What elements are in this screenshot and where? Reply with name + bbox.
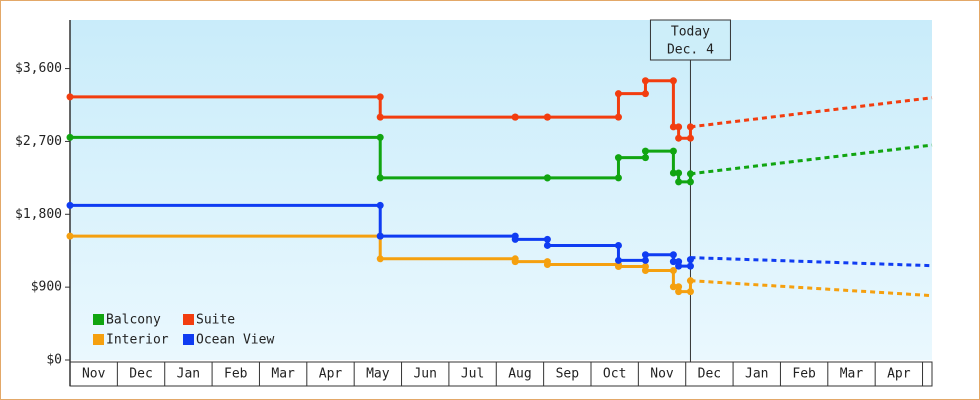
point xyxy=(376,133,384,141)
point xyxy=(669,147,677,155)
point xyxy=(376,93,384,101)
x-tick-label: Nov xyxy=(650,367,674,382)
forecast-line xyxy=(690,143,933,176)
forecast-line xyxy=(690,279,933,298)
point xyxy=(686,134,694,142)
point xyxy=(641,77,649,85)
point xyxy=(686,262,694,270)
today-label: Today xyxy=(671,25,710,40)
point xyxy=(686,123,694,131)
point xyxy=(376,113,384,121)
point xyxy=(66,232,74,240)
x-tick-label: Sep xyxy=(556,367,580,382)
point xyxy=(675,123,683,131)
point xyxy=(686,178,694,186)
point xyxy=(669,251,677,259)
forecast-line xyxy=(690,256,933,268)
point xyxy=(675,178,683,186)
point xyxy=(686,170,694,178)
legend-swatch xyxy=(93,314,104,325)
point xyxy=(669,267,677,275)
x-tick-label: Feb xyxy=(792,367,816,382)
x-tick-label: Apr xyxy=(887,367,911,382)
y-tick-label: $1,800 xyxy=(15,207,62,222)
legend-label: Ocean View xyxy=(196,333,274,348)
point xyxy=(686,288,694,296)
point xyxy=(614,113,622,121)
point xyxy=(614,154,622,162)
x-tick-label: Feb xyxy=(224,367,248,382)
y-tick-label: $3,600 xyxy=(15,61,62,76)
point xyxy=(669,258,677,266)
point xyxy=(511,232,519,240)
legend-label: Suite xyxy=(196,313,235,328)
point xyxy=(66,133,74,141)
x-tick-label: Jul xyxy=(461,367,484,382)
x-tick-label: Jan xyxy=(745,367,768,382)
point xyxy=(686,256,694,264)
point xyxy=(669,283,677,291)
point xyxy=(543,174,551,182)
point xyxy=(511,255,519,263)
x-tick-label: Oct xyxy=(603,367,626,382)
x-tick-label: Dec xyxy=(129,367,152,382)
plot-area xyxy=(70,20,932,360)
x-tick-label: Jun xyxy=(413,367,436,382)
point xyxy=(669,77,677,85)
point xyxy=(675,169,683,177)
point xyxy=(543,235,551,243)
x-tick-label: Nov xyxy=(82,367,106,382)
x-tick-label: Dec xyxy=(698,367,721,382)
legend-swatch xyxy=(183,334,194,345)
point xyxy=(641,90,649,98)
point xyxy=(641,147,649,155)
today-box xyxy=(649,19,731,61)
point xyxy=(675,134,683,142)
x-tick-label: May xyxy=(366,367,390,382)
point xyxy=(675,283,683,291)
legend-label: Interior xyxy=(106,333,169,348)
x-tick-label: Mar xyxy=(271,367,295,382)
legend-swatch xyxy=(93,334,104,345)
point xyxy=(511,113,519,121)
point xyxy=(66,201,74,209)
x-tick-label: Apr xyxy=(319,367,343,382)
x-tick-label: Jan xyxy=(177,367,200,382)
point xyxy=(641,263,649,270)
point xyxy=(543,258,551,266)
point xyxy=(614,90,622,98)
legend-swatch xyxy=(183,314,194,325)
point xyxy=(614,256,622,264)
y-tick-label: $2,700 xyxy=(15,134,62,149)
point xyxy=(675,258,683,266)
point xyxy=(675,288,683,296)
y-tick-label: $900 xyxy=(31,280,62,295)
point xyxy=(543,241,551,249)
point xyxy=(376,255,384,263)
point xyxy=(614,174,622,182)
point xyxy=(641,251,649,259)
x-tick-label: Mar xyxy=(840,367,864,382)
point xyxy=(641,256,649,264)
point xyxy=(669,169,677,177)
point xyxy=(543,113,551,121)
point xyxy=(641,154,649,162)
point xyxy=(669,123,677,131)
today-label: Dec. 4 xyxy=(667,43,714,58)
point xyxy=(376,232,384,240)
point xyxy=(66,93,74,101)
point xyxy=(686,277,694,285)
x-tick-label: Aug xyxy=(508,367,531,382)
point xyxy=(376,174,384,182)
legend-label: Balcony xyxy=(106,313,161,328)
point xyxy=(376,201,384,209)
point xyxy=(614,241,622,249)
y-tick-label: $0 xyxy=(46,353,62,368)
forecast-line xyxy=(690,96,933,129)
